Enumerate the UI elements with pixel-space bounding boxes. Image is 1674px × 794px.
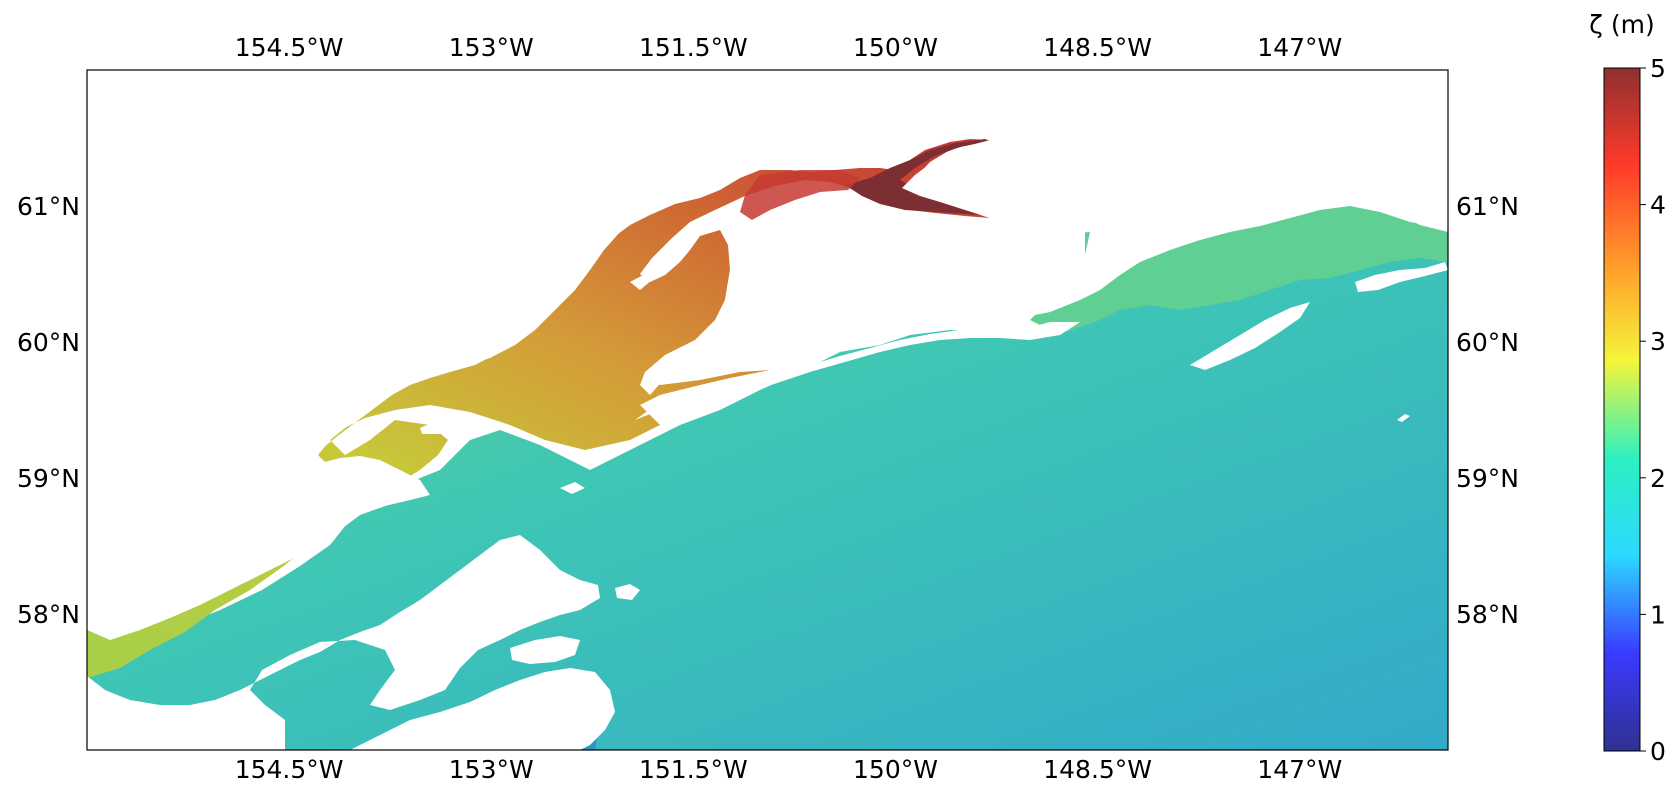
augustine-island-land xyxy=(560,482,585,494)
mainland-north-land xyxy=(880,70,1448,235)
upper-inlet-red xyxy=(740,170,860,220)
y-tick-label-right: 61°N xyxy=(1456,192,1519,221)
x-tick-label-bottom: 151.5°W xyxy=(639,755,748,784)
colorbar-tick-label: 0 xyxy=(1650,737,1666,766)
kenai-southern-coast-land xyxy=(635,322,1080,420)
colorbar-tick-label: 1 xyxy=(1650,600,1666,629)
x-tick-label-bottom: 147°W xyxy=(1257,755,1342,784)
x-tick-label-top: 153°W xyxy=(449,33,534,62)
map-panel xyxy=(87,70,1448,750)
y-tick-label-right: 58°N xyxy=(1456,600,1519,629)
colorbar-title: ζ (m) xyxy=(1589,10,1654,39)
colorbar-tick-label: 4 xyxy=(1650,191,1666,220)
y-tick-label-right: 60°N xyxy=(1456,328,1519,357)
colorbar-tick-label: 2 xyxy=(1650,464,1666,493)
colorbar-tick-label: 5 xyxy=(1650,54,1666,83)
kenai-peninsula-land xyxy=(640,198,1100,395)
x-tick-label-bottom: 148.5°W xyxy=(1043,755,1152,784)
x-tick-label-bottom: 150°W xyxy=(853,755,938,784)
x-tick-label-top: 154.5°W xyxy=(235,33,344,62)
alaska-peninsula-land xyxy=(87,535,600,750)
cook-inlet-sea-surface xyxy=(87,139,990,678)
x-tick-label-bottom: 154.5°W xyxy=(235,755,344,784)
kodiak-island-land xyxy=(350,668,615,750)
y-tick-labels-left: 61°N 60°N 59°N 58°N xyxy=(17,192,80,629)
fire-island-land xyxy=(630,274,652,290)
y-tick-label-left: 61°N xyxy=(17,192,80,221)
y-tick-label-left: 58°N xyxy=(17,600,80,629)
x-tick-label-bottom: 153°W xyxy=(449,755,534,784)
hinchinbrook-island-land xyxy=(1355,262,1448,292)
x-tick-label-top: 148.5°W xyxy=(1043,33,1152,62)
colorbar: ζ (m) 0 1 2 3 4 5 xyxy=(1589,10,1666,766)
afognak-barren-islands-land xyxy=(510,636,580,664)
x-tick-label-top: 151.5°W xyxy=(639,33,748,62)
y-tick-label-right: 59°N xyxy=(1456,464,1519,493)
colorbar-ticks: 0 1 2 3 4 5 xyxy=(1640,54,1666,766)
y-tick-label-left: 59°N xyxy=(17,464,80,493)
colorbar-gradient-bar xyxy=(1603,67,1641,752)
middleton-island-land xyxy=(1397,414,1410,422)
x-tick-labels-top: 154.5°W 153°W 151.5°W 150°W 148.5°W 147°W xyxy=(235,33,1343,62)
y-tick-labels-right: 61°N 60°N 59°N 58°N xyxy=(1456,192,1519,629)
montague-island-land xyxy=(1190,302,1310,370)
x-tick-label-top: 147°W xyxy=(1257,33,1342,62)
pws-coast-land xyxy=(1085,185,1448,290)
y-tick-label-left: 60°N xyxy=(17,328,80,357)
colorbar-tick-label: 3 xyxy=(1650,327,1666,356)
knik-arm-sea-surface xyxy=(845,139,992,216)
west-cook-inlet-land xyxy=(87,70,880,640)
map-frame xyxy=(86,69,1449,751)
shuyak-island-land xyxy=(615,584,640,600)
x-tick-labels-bottom: 154.5°W 153°W 151.5°W 150°W 148.5°W 147°W xyxy=(235,755,1343,784)
x-tick-label-top: 150°W xyxy=(853,33,938,62)
kalgin-island-land xyxy=(420,420,450,434)
